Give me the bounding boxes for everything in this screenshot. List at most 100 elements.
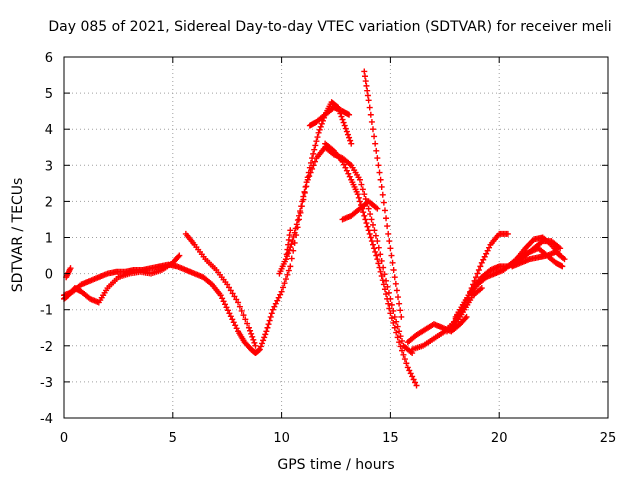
x-tick-label: 25 — [600, 431, 617, 446]
data-point — [377, 176, 384, 183]
data-point — [504, 230, 511, 237]
data-point — [304, 174, 311, 181]
data-point — [378, 183, 385, 190]
data-point — [472, 274, 479, 281]
data-point — [340, 119, 347, 126]
data-point — [369, 126, 376, 133]
data-point — [251, 339, 258, 346]
data-point — [341, 122, 348, 129]
data-point — [354, 191, 361, 198]
data-point — [369, 241, 376, 248]
data-point — [478, 285, 485, 292]
series-arc-2 — [61, 252, 183, 306]
data-point — [410, 376, 417, 383]
data-point — [559, 263, 566, 270]
data-point — [391, 324, 398, 331]
data-point — [362, 216, 369, 223]
data-point — [557, 245, 564, 252]
data-point — [311, 146, 318, 153]
data-point — [362, 73, 369, 80]
data-point — [346, 134, 353, 141]
data-point — [401, 356, 408, 363]
data-point — [365, 205, 372, 212]
y-tick-label: 4 — [45, 123, 53, 138]
data-point — [356, 176, 363, 183]
x-axis-label: GPS time / hours — [277, 457, 395, 473]
data-point — [317, 123, 324, 130]
x-tick-label: 10 — [273, 431, 290, 446]
data-point — [385, 300, 392, 307]
data-point — [339, 116, 346, 123]
data-point — [372, 232, 379, 239]
data-point — [396, 300, 403, 307]
data-point — [223, 304, 230, 311]
y-tick-label: -3 — [40, 376, 53, 391]
data-point — [67, 265, 74, 272]
data-point — [379, 191, 386, 198]
data-point — [303, 179, 310, 186]
data-point — [392, 280, 399, 287]
data-point — [227, 313, 234, 320]
data-point — [364, 223, 371, 230]
data-point — [348, 140, 355, 147]
data-point — [486, 244, 493, 251]
data-point — [309, 155, 316, 162]
data-point — [288, 255, 295, 262]
data-point — [259, 340, 266, 347]
data-point — [316, 126, 323, 133]
series-arc-1 — [61, 144, 416, 357]
data-point — [463, 313, 470, 320]
data-point — [358, 181, 365, 188]
series-arc-9 — [361, 68, 405, 320]
data-point — [400, 351, 407, 358]
series-arc-10 — [339, 198, 381, 223]
data-point — [481, 253, 488, 260]
data-point — [395, 294, 402, 301]
data-point — [282, 256, 289, 263]
data-point — [289, 238, 296, 245]
data-point — [412, 379, 419, 386]
data-point — [478, 259, 485, 266]
data-point — [278, 288, 285, 295]
data-point — [287, 263, 294, 270]
data-point — [250, 336, 257, 343]
data-point — [379, 277, 386, 284]
data-point — [484, 247, 491, 254]
data-point — [386, 238, 393, 245]
data-point — [231, 293, 238, 300]
data-point — [312, 142, 319, 149]
data-point — [399, 347, 406, 354]
data-point — [283, 251, 290, 258]
data-point — [369, 221, 376, 228]
data-point — [299, 198, 306, 205]
data-point — [290, 233, 297, 240]
data-point — [397, 333, 404, 340]
data-point — [217, 292, 224, 299]
data-point — [345, 170, 352, 177]
data-point — [281, 280, 288, 287]
x-tick-label: 0 — [60, 431, 68, 446]
series-arc-16 — [513, 234, 564, 263]
y-tick-label: 6 — [45, 51, 53, 66]
data-point — [373, 252, 380, 259]
data-point — [244, 320, 251, 327]
data-point — [265, 321, 272, 328]
data-point — [242, 316, 249, 323]
data-point — [362, 78, 369, 85]
data-point — [385, 230, 392, 237]
y-tick-label: -1 — [40, 304, 53, 319]
data-point — [224, 307, 231, 314]
data-point — [307, 159, 314, 166]
data-point — [378, 257, 385, 264]
data-point — [342, 125, 349, 132]
data-point — [261, 334, 268, 341]
data-point — [371, 133, 378, 140]
series-arc-8 — [322, 140, 420, 389]
x-tick-label: 5 — [169, 431, 177, 446]
data-point — [368, 216, 375, 223]
data-point — [393, 318, 400, 325]
data-point — [396, 328, 403, 335]
data-point — [219, 295, 226, 302]
data-point — [284, 246, 291, 253]
